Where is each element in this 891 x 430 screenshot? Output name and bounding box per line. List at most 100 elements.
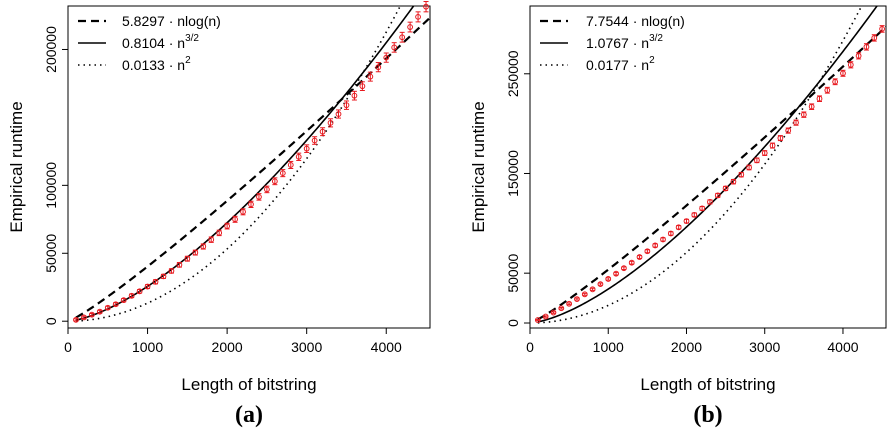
data-point xyxy=(81,314,87,321)
data-point xyxy=(128,292,135,299)
panel-label-b: (b) xyxy=(693,402,722,428)
data-point xyxy=(534,317,541,323)
data-point xyxy=(136,288,143,295)
data-point xyxy=(620,265,627,272)
plot-frame xyxy=(529,5,887,329)
data-point xyxy=(256,193,262,200)
x-tick-label: 0 xyxy=(526,339,534,355)
y-tick-label: 150000 xyxy=(505,150,521,197)
data-point xyxy=(73,316,79,323)
data-point xyxy=(176,261,183,268)
data-point xyxy=(589,286,596,293)
data-point xyxy=(558,305,565,312)
data-point xyxy=(730,178,737,185)
data-point xyxy=(675,224,682,231)
x-tick-label: 0 xyxy=(64,339,72,355)
tick-group: 0 1000 2000 3000 4000 0 50000 100000 200000 xyxy=(43,26,402,355)
data-point xyxy=(279,170,286,177)
data-point xyxy=(847,61,854,68)
data-point xyxy=(375,64,382,71)
fit-curve-dotted xyxy=(75,6,402,322)
data-point xyxy=(824,87,831,94)
x-tick-label: 1000 xyxy=(593,339,624,355)
fit-curve-dashed xyxy=(537,25,886,321)
data-point xyxy=(777,135,784,141)
data-point xyxy=(785,127,792,134)
y-tick-label: 50000 xyxy=(43,234,59,273)
tick-group: 0 1000 2000 3000 4000 0 50000 150000 250000 xyxy=(505,50,859,355)
y-tick-label: 200000 xyxy=(43,26,59,73)
data-point xyxy=(769,142,776,149)
data-point xyxy=(319,128,326,135)
data-point xyxy=(652,242,659,249)
data-point xyxy=(738,171,745,178)
legend-label-n15: 0.8104 · n3/2 xyxy=(122,33,199,51)
data-point xyxy=(832,78,839,85)
data-point xyxy=(200,243,207,250)
panel-label-a: (a) xyxy=(235,402,263,428)
data-point xyxy=(415,13,421,20)
data-point xyxy=(367,73,374,80)
data-point xyxy=(746,164,752,171)
x-tick-label: 3000 xyxy=(291,339,322,355)
data-point xyxy=(613,270,619,277)
data-point xyxy=(287,162,294,168)
point-group xyxy=(534,25,885,323)
y-tick-label: 250000 xyxy=(505,50,521,97)
data-point xyxy=(667,230,674,237)
chart-panel-b: 0 1000 2000 3000 4000 0 50000 150000 250000 7.75… xyxy=(469,5,887,428)
data-point xyxy=(840,70,846,77)
legend-label-n15: 1.0767 · n3/2 xyxy=(586,33,663,51)
data-point xyxy=(144,283,151,290)
data-point xyxy=(359,83,366,90)
y-axis-title: Empirical runtime xyxy=(469,101,488,232)
data-point xyxy=(855,52,862,59)
chart-panel-a: 0 1000 2000 3000 4000 0 50000 100000 200000 5.82… xyxy=(7,1,431,428)
legend-label-nlogn: 7.7544 · nlog(n) xyxy=(586,13,685,29)
data-point xyxy=(550,309,557,316)
data-point xyxy=(566,300,573,307)
data-point xyxy=(644,248,651,255)
data-point xyxy=(879,26,885,32)
data-point xyxy=(683,218,690,225)
legend-label-n2: 0.0177 · n2 xyxy=(586,55,655,73)
data-point xyxy=(863,43,870,50)
data-point xyxy=(722,185,729,192)
data-point xyxy=(264,186,270,193)
legend-label-n2: 0.0133 · n2 xyxy=(122,55,191,73)
data-point xyxy=(303,145,310,152)
data-point xyxy=(184,255,191,262)
data-point xyxy=(88,311,95,318)
data-point xyxy=(271,178,278,185)
data-point xyxy=(581,291,588,298)
data-point xyxy=(152,278,159,285)
data-point xyxy=(605,276,612,282)
x-tick-label: 4000 xyxy=(827,339,858,355)
x-tick-label: 1000 xyxy=(132,339,163,355)
data-point xyxy=(391,44,398,51)
fit-curve-solid xyxy=(75,6,415,321)
data-point xyxy=(754,157,760,164)
x-tick-label: 4000 xyxy=(371,339,402,355)
data-point xyxy=(216,229,223,236)
x-axis-title: Length of bitstring xyxy=(181,375,316,394)
data-point xyxy=(816,95,823,102)
data-point xyxy=(542,313,549,320)
x-tick-label: 2000 xyxy=(212,339,243,355)
data-point xyxy=(793,119,799,126)
fit-curve-dotted xyxy=(537,6,863,324)
point-group xyxy=(73,1,429,323)
data-point xyxy=(224,223,231,230)
data-point xyxy=(597,281,604,288)
data-point xyxy=(761,150,768,156)
data-point xyxy=(691,211,698,218)
data-point xyxy=(707,198,713,205)
data-point xyxy=(160,273,167,280)
data-point xyxy=(295,153,302,160)
data-point xyxy=(871,35,878,41)
y-axis-title: Empirical runtime xyxy=(7,101,26,232)
data-point xyxy=(660,236,666,243)
y-tick-label: 100000 xyxy=(43,162,59,209)
data-point xyxy=(714,192,721,199)
data-point xyxy=(574,296,580,302)
